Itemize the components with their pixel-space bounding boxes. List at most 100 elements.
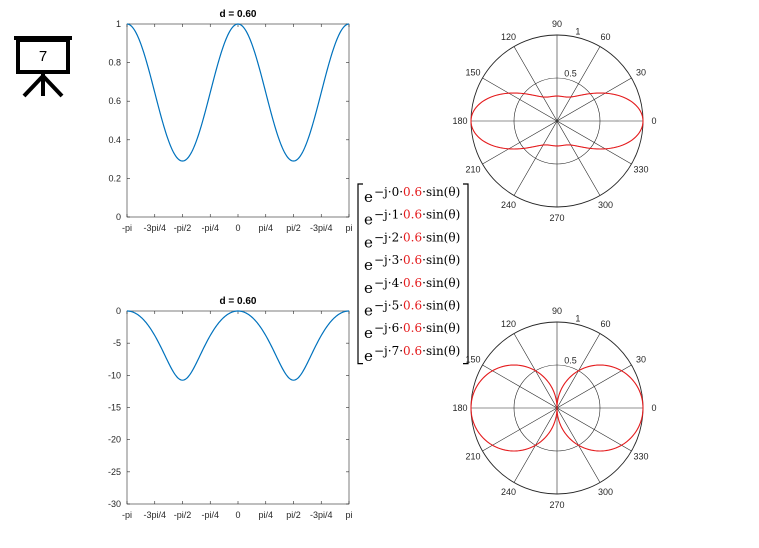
matrix-base: e	[364, 279, 373, 297]
matrix-exponent: −j·1·0.6·sin(θ)	[374, 208, 460, 222]
angle-label: 90	[552, 19, 562, 29]
radial-label: 1	[575, 26, 580, 36]
x-tick-label: pi/4	[258, 510, 273, 520]
plot-area	[126, 23, 350, 218]
angle-label: 30	[636, 355, 646, 365]
matrix-exponent: −j·3·0.6·sin(θ)	[374, 253, 460, 267]
presentation-board-icon: 7	[14, 36, 72, 98]
angle-label: 210	[465, 452, 480, 462]
y-tick-label: -15	[108, 403, 121, 413]
x-tick-label: -pi/2	[174, 510, 192, 520]
angle-label: 120	[501, 319, 516, 329]
matrix-row: e −j·6·0.6·sin(θ)	[364, 321, 460, 342]
x-tick-label: -3pi/4	[310, 510, 333, 520]
radial-label: 1	[575, 313, 580, 323]
x-tick-label: pi	[345, 510, 352, 520]
x-tick-label: pi/2	[286, 510, 301, 520]
angle-label: 150	[465, 68, 480, 78]
angle-label: 240	[501, 487, 516, 497]
angle-label: 330	[633, 165, 648, 175]
y-tick-label: 0.2	[108, 173, 121, 183]
y-tick-label: -10	[108, 370, 121, 380]
chart-title: d = 0.60	[220, 9, 257, 20]
matrix-left-bracket	[357, 183, 363, 365]
x-tick-label: pi/2	[286, 223, 301, 233]
y-tick-label: 1	[116, 19, 121, 29]
radial-label: 0.5	[564, 356, 577, 366]
x-tick-label: -pi	[122, 223, 132, 233]
slide-number: 7	[39, 48, 47, 65]
x-tick-label: 0	[235, 510, 240, 520]
angle-label: 180	[452, 403, 467, 413]
y-tick-label: 0.4	[108, 135, 121, 145]
matrix-base: e	[364, 211, 373, 229]
matrix-exponent: −j·5·0.6·sin(θ)	[374, 299, 460, 313]
angle-label: 150	[465, 355, 480, 365]
angle-label: 330	[633, 452, 648, 462]
angle-label: 90	[552, 306, 562, 316]
steering-vector-matrix: e −j·0·0.6·sin(θ)e −j·1·0.6·sin(θ)e −j·2·0.…	[357, 183, 469, 365]
x-tick-label: -pi/2	[174, 223, 192, 233]
y-tick-label: 0.8	[108, 58, 121, 68]
y-tick-label: 0	[116, 212, 121, 222]
y-tick-label: -5	[113, 338, 121, 348]
matrix-exponent: −j·4·0.6·sin(θ)	[374, 276, 460, 290]
matrix-right-bracket	[463, 183, 469, 365]
x-tick-label: 0	[235, 223, 240, 233]
polar-spoke	[482, 77, 632, 165]
y-tick-label: -30	[108, 499, 121, 509]
matrix-exponent: −j·7·0.6·sin(θ)	[374, 344, 460, 358]
angle-label: 270	[549, 213, 564, 223]
y-tick-label: -20	[108, 435, 121, 445]
x-tick-label: -pi	[122, 510, 132, 520]
matrix-exponent: −j·6·0.6·sin(θ)	[374, 321, 460, 335]
matrix-exponent: −j·2·0.6·sin(θ)	[374, 230, 460, 244]
matrix-base: e	[364, 324, 373, 342]
x-tick-label: -3pi/4	[143, 510, 166, 520]
x-tick-label: -3pi/4	[310, 223, 333, 233]
angle-label: 0	[651, 116, 656, 126]
angle-label: 210	[465, 165, 480, 175]
matrix-base: e	[364, 347, 373, 365]
angle-label: 60	[600, 32, 610, 42]
x-tick-label: -3pi/4	[143, 223, 166, 233]
x-tick-label: -pi/4	[201, 223, 219, 233]
angle-label: 30	[636, 68, 646, 78]
y-tick-label: 0.6	[108, 96, 121, 106]
matrix-base: e	[364, 256, 373, 274]
matrix-row: e −j·4·0.6·sin(θ)	[364, 276, 460, 297]
matrix-base: e	[364, 188, 373, 206]
y-tick-label: 0	[116, 306, 121, 316]
matrix-exponent: −j·0·0.6·sin(θ)	[374, 185, 460, 199]
angle-label: 300	[598, 487, 613, 497]
polar-pattern-chart-bottom: 0 30 60 90 120 150 180 210 240 270 300 330 0.5 1	[452, 306, 656, 510]
radial-label: 0.5	[564, 69, 577, 79]
angle-label: 0	[651, 403, 656, 413]
plot-area	[126, 310, 350, 505]
matrix-row: e −j·5·0.6·sin(θ)	[364, 299, 460, 320]
angle-label: 300	[598, 200, 613, 210]
angle-label: 120	[501, 32, 516, 42]
chart-title: d = 0.60	[220, 296, 257, 307]
angle-label: 240	[501, 200, 516, 210]
polar-pattern-line	[470, 364, 644, 452]
matrix-row: e −j·0·0.6·sin(θ)	[364, 185, 460, 206]
matrix-row: e −j·7·0.6·sin(θ)	[364, 344, 460, 365]
angle-label: 60	[600, 319, 610, 329]
linear-pattern-chart: d = 0.60 -pi -3pi/4 -pi/2 -pi/4 0 pi/4 pi/2 -3pi…	[108, 9, 352, 233]
angle-label: 270	[549, 500, 564, 510]
x-tick-label: pi/4	[258, 223, 273, 233]
matrix-base: e	[364, 302, 373, 320]
matrix-base: e	[364, 233, 373, 251]
angle-label: 180	[452, 116, 467, 126]
x-tick-label: pi	[345, 223, 352, 233]
matrix-row: e −j·1·0.6·sin(θ)	[364, 208, 460, 229]
matrix-row: e −j·2·0.6·sin(θ)	[364, 230, 460, 251]
x-tick-label: -pi/4	[201, 510, 219, 520]
polar-pattern-line	[470, 92, 644, 150]
polar-pattern-chart-top: 0 30 60 90 120 150 180 210 240 270 300 330 0.5 1	[452, 19, 656, 223]
matrix-row: e −j·3·0.6·sin(θ)	[364, 253, 460, 274]
db-pattern-chart: d = 0.60 -pi -3pi/4 -pi/2 -pi/4 0 pi/4 pi/2 -3pi…	[108, 296, 353, 520]
y-tick-label: -25	[108, 467, 121, 477]
